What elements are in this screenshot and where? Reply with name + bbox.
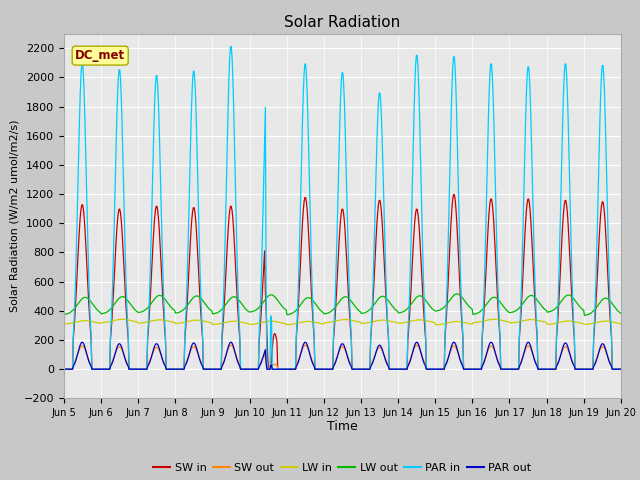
PAR in xyxy=(184,249,192,255)
Line: SW out: SW out xyxy=(64,345,621,369)
PAR out xyxy=(411,342,419,348)
SW out xyxy=(227,342,234,348)
PAR out xyxy=(428,366,435,372)
LW out xyxy=(214,310,221,315)
SW out xyxy=(184,355,192,361)
SW in xyxy=(127,366,135,372)
SW out xyxy=(70,360,78,366)
SW out xyxy=(60,366,68,372)
LW in xyxy=(127,318,135,324)
LW out xyxy=(410,297,418,303)
LW out xyxy=(580,312,588,318)
LW in xyxy=(70,320,78,325)
PAR out xyxy=(185,353,193,359)
SW in xyxy=(70,326,78,332)
PAR out xyxy=(128,366,136,372)
SW in xyxy=(60,366,68,372)
SW out xyxy=(411,344,419,350)
SW in xyxy=(451,192,458,198)
LW out xyxy=(60,312,68,317)
SW in xyxy=(426,366,434,372)
SW in xyxy=(184,287,192,293)
LW in xyxy=(60,321,68,327)
LW in xyxy=(214,321,221,327)
Line: LW in: LW in xyxy=(64,319,621,325)
LW in xyxy=(432,322,440,328)
PAR out xyxy=(60,366,68,372)
SW out xyxy=(617,366,625,372)
Line: PAR in: PAR in xyxy=(64,47,621,369)
LW in xyxy=(184,319,192,324)
Line: PAR out: PAR out xyxy=(64,342,621,369)
PAR in xyxy=(428,366,435,372)
SW in xyxy=(214,366,221,372)
Text: DC_met: DC_met xyxy=(75,49,125,62)
LW in xyxy=(426,319,434,324)
Title: Solar Radiation: Solar Radiation xyxy=(284,15,401,30)
SW out xyxy=(428,366,435,372)
PAR in xyxy=(227,44,234,49)
SW in xyxy=(617,366,625,372)
LW out xyxy=(184,302,192,308)
PAR out xyxy=(78,339,86,345)
LW out xyxy=(617,311,625,316)
SW out xyxy=(214,366,221,372)
Y-axis label: Solar Radiation (W/m2 umol/m2/s): Solar Radiation (W/m2 umol/m2/s) xyxy=(10,120,20,312)
SW in xyxy=(410,229,418,235)
PAR in xyxy=(411,82,419,88)
LW out xyxy=(127,302,135,308)
LW out xyxy=(70,306,78,312)
Line: LW out: LW out xyxy=(64,294,621,315)
PAR in xyxy=(60,366,68,372)
LW in xyxy=(490,316,498,322)
LW in xyxy=(410,318,418,324)
LW in xyxy=(617,321,625,327)
Legend: SW in, SW out, LW in, LW out, PAR in, PAR out: SW in, SW out, LW in, LW out, PAR in, PA… xyxy=(149,459,536,478)
X-axis label: Time: Time xyxy=(327,420,358,432)
PAR out xyxy=(70,362,78,368)
PAR in xyxy=(214,366,221,372)
LW out xyxy=(426,304,434,310)
PAR out xyxy=(617,366,625,372)
PAR in xyxy=(617,366,625,372)
SW out xyxy=(127,366,135,372)
PAR in xyxy=(127,366,135,372)
Line: SW in: SW in xyxy=(64,195,621,369)
PAR in xyxy=(70,317,78,323)
LW out xyxy=(452,291,460,297)
PAR out xyxy=(214,366,222,372)
